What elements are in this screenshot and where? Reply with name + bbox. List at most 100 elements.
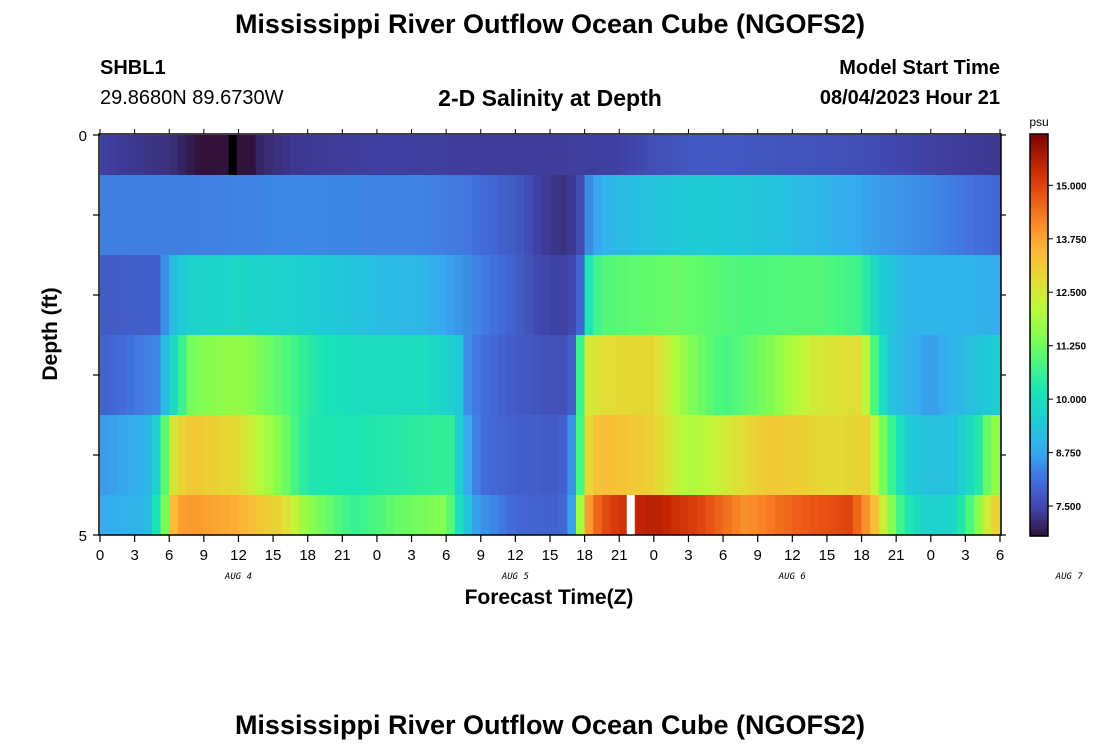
station-coordinates: 29.8680N 89.6730W [100, 87, 284, 109]
heatmap-cell [489, 175, 499, 255]
heatmap-cell [792, 495, 802, 535]
heatmap-cell [567, 175, 577, 255]
heatmap-cell [402, 175, 413, 255]
heatmap-cell [653, 255, 664, 335]
heatmap-cell [385, 415, 395, 495]
heatmap-cell [498, 135, 508, 175]
heatmap-cell [480, 175, 491, 255]
heatmap-cell [333, 335, 343, 415]
heatmap-cell [913, 415, 923, 495]
colorbar-segment [1030, 492, 1048, 497]
colorbar-segment [1030, 234, 1048, 239]
heatmap-cell [273, 335, 283, 415]
heatmap-cell [619, 335, 629, 415]
heatmap-cell [238, 255, 248, 335]
heatmap-cell [359, 175, 369, 255]
colorbar-segment [1030, 227, 1048, 232]
heatmap-cell [757, 335, 767, 415]
heatmap-cell [212, 495, 222, 535]
heatmap-cell [177, 415, 188, 495]
heatmap-cell [775, 415, 785, 495]
heatmap-cell [965, 495, 975, 535]
heatmap-cell [255, 495, 266, 535]
colorbar-segment [1030, 502, 1048, 507]
heatmap-cell [861, 255, 871, 335]
colorbar-frame [1029, 133, 1049, 537]
heatmap-cell [671, 335, 681, 415]
heatmap-cell [636, 495, 646, 535]
heatmap-cell [342, 335, 352, 415]
colorbar-segment [1030, 201, 1048, 205]
colorbar-segment [1030, 134, 1048, 138]
x-tick-label: 12 [784, 547, 801, 564]
heatmap-cell [350, 175, 361, 255]
heatmap-cell [177, 335, 188, 415]
heatmap-cell [281, 135, 291, 175]
heatmap-cell [645, 135, 655, 175]
heatmap-cell [800, 415, 811, 495]
heatmap-cell [428, 135, 439, 175]
heatmap-cell [558, 135, 568, 175]
heatmap-cell [584, 175, 594, 255]
heatmap-cell [411, 255, 421, 335]
heatmap-cell [368, 175, 378, 255]
heatmap-cell [705, 135, 716, 175]
heatmap-cell [134, 495, 144, 535]
colorbar-segment [1030, 264, 1048, 269]
heatmap-cell [160, 495, 170, 535]
heatmap-cell [247, 335, 257, 415]
heatmap-cell [420, 255, 430, 335]
colorbar-segment [1030, 288, 1048, 293]
heatmap-cell [143, 175, 153, 255]
colorbar-segment [1030, 184, 1048, 189]
heatmap-cell [697, 255, 707, 335]
heatmap-cell [454, 495, 465, 535]
heatmap-cell [151, 135, 162, 175]
heatmap-cell [575, 255, 586, 335]
heatmap-cell [247, 255, 257, 335]
heatmap-cell [809, 415, 819, 495]
colorbar-segment [1030, 150, 1048, 155]
heatmap-cell [575, 415, 586, 495]
heatmap-cell [307, 135, 317, 175]
colorbar-segment [1030, 301, 1048, 306]
heatmap-cells [100, 135, 1001, 535]
heatmap-cell [480, 135, 491, 175]
heatmap-cell [740, 135, 750, 175]
heatmap-cell [818, 495, 828, 535]
model-start-label: Model Start Time [839, 57, 1000, 79]
colorbar-segment [1030, 237, 1048, 242]
colorbar-segment [1030, 214, 1048, 219]
heatmap-cell [117, 175, 127, 255]
heatmap-cell [826, 135, 837, 175]
heatmap-cell [394, 135, 404, 175]
x-tick-label: 21 [888, 547, 905, 564]
colorbar-segment [1030, 469, 1048, 473]
heatmap-cell [861, 135, 871, 175]
heatmap-cell [653, 495, 664, 535]
y-axis-label: Depth (ft) [39, 287, 62, 380]
heatmap-cell [212, 255, 222, 335]
heatmap-cell [671, 495, 681, 535]
heatmap-cell [247, 135, 257, 175]
heatmap-cell [273, 495, 283, 535]
x-tick-label: 18 [299, 547, 316, 564]
heatmap-cell [350, 255, 361, 335]
heatmap-cell [454, 335, 465, 415]
heatmap-cell [229, 415, 240, 495]
heatmap-cell [238, 335, 248, 415]
heatmap-cell [878, 495, 889, 535]
heatmap-cell [610, 335, 620, 415]
heatmap-cell [558, 495, 568, 535]
heatmap-cell [333, 255, 343, 335]
heatmap-cell [203, 415, 214, 495]
heatmap-cell [974, 335, 984, 415]
heatmap-cell [472, 175, 482, 255]
heatmap-cell [826, 335, 837, 415]
heatmap-cell [671, 415, 681, 495]
heatmap-cell [515, 135, 525, 175]
heatmap-cell [316, 495, 326, 535]
x-tick-label: 0 [927, 547, 935, 564]
heatmap-cell [749, 415, 759, 495]
heatmap-cell [775, 175, 785, 255]
